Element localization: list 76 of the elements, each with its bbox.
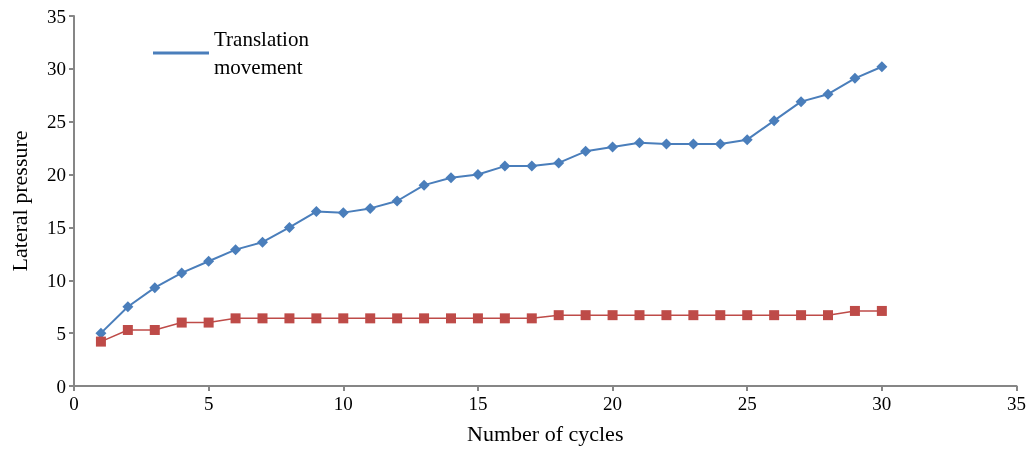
point xyxy=(580,145,592,157)
point xyxy=(95,336,106,347)
x-tick-label: 30 xyxy=(872,393,892,414)
point xyxy=(311,313,322,324)
point xyxy=(338,313,349,324)
x-tick-label: 0 xyxy=(69,393,79,414)
point xyxy=(876,61,888,73)
point xyxy=(418,179,430,191)
point xyxy=(823,310,833,321)
point xyxy=(391,195,403,207)
point xyxy=(741,134,753,146)
point xyxy=(849,305,860,316)
x-tick-label: 35 xyxy=(1007,393,1026,414)
point xyxy=(392,313,403,324)
y-tick-label: 15 xyxy=(47,216,66,238)
point xyxy=(122,301,134,313)
y-tick-label: 20 xyxy=(47,164,66,186)
point xyxy=(203,317,214,328)
x-tick-label: 10 xyxy=(333,393,353,414)
point xyxy=(149,282,161,294)
y-tick-label: 25 xyxy=(47,111,66,133)
point xyxy=(230,313,241,324)
point xyxy=(768,115,780,127)
point xyxy=(419,313,430,324)
point xyxy=(310,206,322,218)
point xyxy=(769,310,780,321)
point xyxy=(176,267,188,279)
point xyxy=(365,313,376,324)
point xyxy=(715,310,726,321)
point xyxy=(499,160,511,172)
point xyxy=(445,172,457,184)
point xyxy=(742,310,753,321)
point xyxy=(822,88,834,100)
y-tick-label: 10 xyxy=(47,269,66,291)
y-tick-label: 30 xyxy=(47,58,66,80)
point xyxy=(661,310,672,321)
point xyxy=(876,305,887,316)
point xyxy=(257,236,268,248)
point xyxy=(149,324,160,335)
point xyxy=(580,310,591,321)
point xyxy=(526,160,538,172)
legend-label: Translation movement xyxy=(214,27,315,79)
point xyxy=(499,313,510,324)
x-axis-title: Number of cycles xyxy=(467,420,624,446)
point xyxy=(607,310,618,321)
point xyxy=(283,221,295,233)
point xyxy=(796,310,807,321)
y-tick-label: 35 xyxy=(47,5,66,27)
y-axis-title: Lateral pressure xyxy=(6,130,32,272)
point xyxy=(122,324,133,335)
point xyxy=(446,313,456,324)
y-tick-label: 0 xyxy=(56,375,66,397)
point xyxy=(607,141,619,153)
x-tick-label: 20 xyxy=(603,393,623,414)
point xyxy=(337,207,349,219)
point xyxy=(795,96,807,108)
point xyxy=(230,244,242,256)
point xyxy=(688,310,699,321)
x-tick-label: 15 xyxy=(468,393,488,414)
point xyxy=(849,72,861,84)
point xyxy=(472,313,483,324)
point xyxy=(364,202,376,214)
point xyxy=(176,317,187,328)
point xyxy=(203,255,215,267)
point xyxy=(553,157,565,169)
point xyxy=(526,313,537,324)
y-tick-label: 5 xyxy=(56,322,66,344)
point xyxy=(634,137,645,149)
point xyxy=(284,313,295,324)
point xyxy=(660,138,672,150)
x-tick-label: 25 xyxy=(737,393,757,414)
point xyxy=(257,313,268,324)
point xyxy=(553,310,564,321)
point xyxy=(472,169,484,181)
point xyxy=(634,310,645,321)
x-tick-label: 5 xyxy=(203,393,214,414)
